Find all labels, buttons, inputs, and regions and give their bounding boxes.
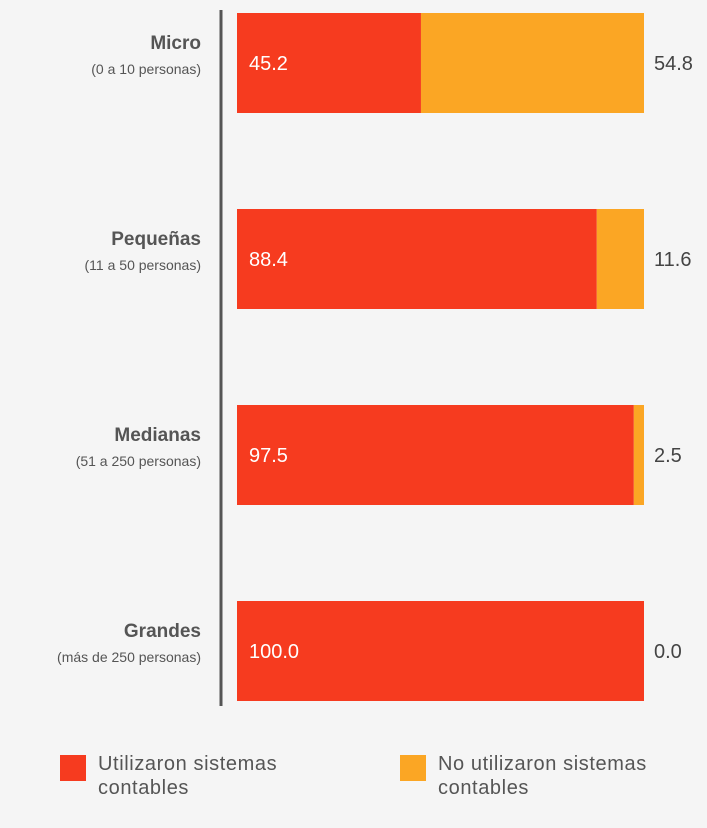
value-label-used-medianas: 97.5 (249, 445, 288, 467)
value-label-unused-medianas: 2.5 (654, 445, 682, 467)
legend-label-unused-line2: contables (438, 777, 530, 799)
value-label-used-pequenas: 88.4 (249, 249, 288, 271)
value-label-unused-grandes: 0.0 (654, 641, 682, 663)
category-sublabel-grandes: (más de 250 personas) (57, 649, 201, 665)
bar-used-medianas (237, 405, 634, 505)
bar-used-grandes (237, 601, 644, 701)
labels-group: Micro (0 a 10 personas) 45.2 54.8 Pequeñas (1… (57, 33, 693, 665)
bar-unused-micro (420, 13, 644, 113)
category-sublabel-pequenas: (11 a 50 personas) (85, 257, 201, 273)
value-label-used-grandes: 100.0 (249, 641, 299, 663)
category-label-medianas: Medianas (114, 425, 201, 446)
bar-used-micro (237, 13, 421, 113)
legend-item-unused: No utilizaron sistemas contables (400, 752, 647, 800)
value-label-unused-pequenas: 11.6 (654, 249, 691, 271)
legend-label-unused: No utilizaron sistemas contables (438, 752, 647, 800)
category-sublabel-medianas: (51 a 250 personas) (76, 453, 201, 469)
legend-label-used-line2: contables (98, 777, 190, 799)
value-label-used-micro: 45.2 (249, 53, 288, 75)
legend-swatch-used (60, 755, 86, 781)
category-label-grandes: Grandes (124, 621, 201, 642)
legend-label-unused-line1: No utilizaron sistemas (438, 753, 647, 775)
category-sublabel-micro: (0 a 10 personas) (91, 61, 201, 77)
legend-swatch-unused (400, 755, 426, 781)
legend-label-used: Utilizaron sistemas contables (98, 752, 277, 800)
bars-group (237, 13, 644, 701)
legend-label-used-line1: Utilizaron sistemas (98, 753, 278, 775)
bar-used-pequenas (237, 209, 597, 309)
stacked-bar-chart: Micro (0 a 10 personas) 45.2 54.8 Pequeñas (1… (57, 10, 693, 706)
bar-unused-medianas (633, 405, 644, 505)
legend-item-used: Utilizaron sistemas contables (60, 752, 277, 800)
value-label-unused-micro: 54.8 (654, 53, 693, 75)
category-label-micro: Micro (150, 33, 201, 54)
bar-unused-pequenas (596, 209, 644, 309)
category-label-pequenas: Pequeñas (111, 229, 201, 250)
